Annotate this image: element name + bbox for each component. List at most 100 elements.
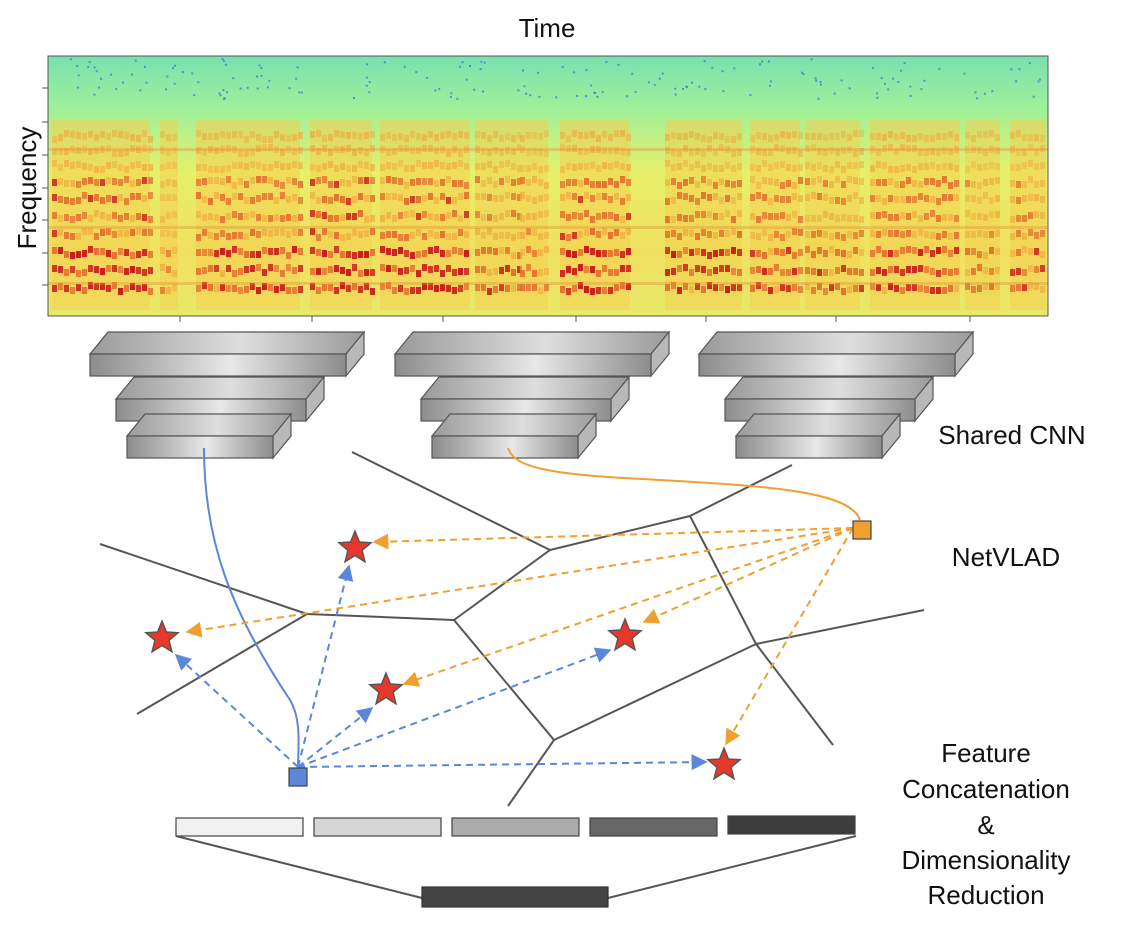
spectrogram-harmonic <box>124 213 129 220</box>
spectrogram-noise <box>653 83 656 86</box>
spectrogram-harmonic <box>268 193 273 200</box>
spectrogram-harmonic <box>422 264 427 271</box>
spectrogram-harmonic <box>292 148 297 155</box>
spectrogram-harmonic <box>906 246 911 253</box>
spectrogram-harmonic <box>572 268 577 275</box>
spectrogram-harmonic <box>58 134 63 141</box>
spectrogram-harmonic <box>410 147 415 154</box>
spectrogram-harmonic <box>352 165 357 172</box>
spectrogram-harmonic <box>112 161 117 168</box>
spectrogram-noise <box>733 67 736 70</box>
spectrogram-harmonic <box>422 178 427 185</box>
spectrogram-harmonic <box>118 179 123 186</box>
spectrogram-harmonic <box>989 178 994 185</box>
spectrogram-harmonic <box>614 249 619 256</box>
spectrogram-harmonic <box>811 192 816 199</box>
spectrogram-harmonic <box>584 246 589 253</box>
spectrogram-harmonic <box>665 179 670 186</box>
spectrogram-harmonic <box>475 146 480 153</box>
spectrogram-harmonic <box>1010 269 1015 276</box>
spectrogram-harmonic <box>882 287 887 294</box>
spectrogram-harmonic <box>526 132 531 139</box>
spectrogram-harmonic <box>707 194 712 201</box>
spectrogram-harmonic <box>166 134 171 141</box>
spectrogram-harmonic <box>1022 134 1027 141</box>
spectrogram-harmonic <box>762 149 767 156</box>
spectrogram-harmonic <box>780 182 785 189</box>
spectrogram-harmonic <box>511 234 516 241</box>
spectrogram-harmonic <box>620 251 625 258</box>
spectrogram-harmonic <box>560 181 565 188</box>
spectrogram-harmonic <box>1040 251 1045 258</box>
centroid-star <box>368 671 404 706</box>
spectrogram-harmonic <box>930 135 935 142</box>
spectrogram-harmonic <box>94 266 99 273</box>
spectrogram-harmonic <box>798 195 803 202</box>
spectrogram-noise <box>802 72 805 75</box>
spectrogram-harmonic <box>256 251 261 258</box>
spectrogram-harmonic <box>942 176 947 183</box>
spectrogram-harmonic <box>719 178 724 185</box>
spectrogram-harmonic <box>511 193 516 200</box>
spectrogram-harmonic <box>620 282 625 289</box>
spectrogram-harmonic <box>310 131 315 138</box>
spectrogram-harmonic <box>1028 144 1033 151</box>
spectrogram-noise <box>963 72 966 75</box>
spectrogram-harmonic <box>965 195 970 202</box>
spectrogram-harmonic <box>695 198 700 205</box>
spectrogram-harmonic <box>894 285 899 292</box>
spectrogram-harmonic <box>232 131 237 138</box>
spectrogram-harmonic <box>578 132 583 139</box>
spectrogram-harmonic <box>386 162 391 169</box>
spectrogram-harmonic <box>475 193 480 200</box>
spectrogram-harmonic <box>380 283 385 290</box>
spectrogram-harmonic <box>392 193 397 200</box>
spectrogram-harmonic <box>1016 164 1021 171</box>
spectrogram-harmonic <box>88 164 93 171</box>
spectrogram-harmonic <box>268 284 273 291</box>
spectrogram-harmonic <box>94 194 99 201</box>
spectrogram-harmonic <box>475 228 480 235</box>
spectrogram-harmonic <box>370 131 375 138</box>
spectrogram-harmonic <box>334 146 339 153</box>
spectrogram-harmonic <box>936 149 941 156</box>
spectrogram-harmonic <box>1028 229 1033 236</box>
spectrogram-harmonic <box>487 228 492 235</box>
spectrogram-harmonic <box>298 229 303 236</box>
spectrogram-harmonic <box>458 180 463 187</box>
spectrogram-harmonic <box>912 180 917 187</box>
spectrogram-harmonic <box>298 197 303 204</box>
spectrogram-harmonic <box>750 164 755 171</box>
spectrogram-harmonic <box>1034 248 1039 255</box>
spectrogram-harmonic <box>410 196 415 203</box>
spectrogram-harmonic <box>220 230 225 237</box>
spectrogram-harmonic <box>172 284 177 291</box>
spectrogram-harmonic <box>665 160 670 167</box>
spectrogram-harmonic <box>870 250 875 257</box>
spectrogram-harmonic <box>352 283 357 290</box>
spectrogram-harmonic <box>446 131 451 138</box>
spectrogram-harmonic <box>719 284 724 291</box>
spectrogram-harmonic <box>256 176 261 183</box>
spectrogram-harmonic <box>835 249 840 256</box>
spectrogram-harmonic <box>364 269 369 276</box>
spectrogram-harmonic <box>888 283 893 290</box>
spectrogram-harmonic <box>1040 286 1045 293</box>
spectrogram-harmonic <box>971 286 976 293</box>
cnn-layer-top <box>697 331 975 355</box>
spectrogram-harmonic <box>380 177 385 184</box>
spectrogram-harmonic <box>888 166 893 173</box>
spectrogram-harmonic <box>620 176 625 183</box>
spectrogram-harmonic <box>52 136 57 143</box>
spectrogram-harmonic <box>499 284 504 291</box>
spectrogram-noise <box>480 60 483 63</box>
spectrogram-harmonic <box>334 246 339 253</box>
spectrogram-noise <box>1032 95 1035 98</box>
spectrogram-noise <box>703 60 706 63</box>
spectrogram-harmonic <box>268 248 273 255</box>
cnn-layer-top <box>419 376 631 400</box>
spectrogram-harmonic <box>410 265 415 272</box>
spectrogram-harmonic <box>208 284 213 291</box>
spectrogram-harmonic <box>124 268 129 275</box>
